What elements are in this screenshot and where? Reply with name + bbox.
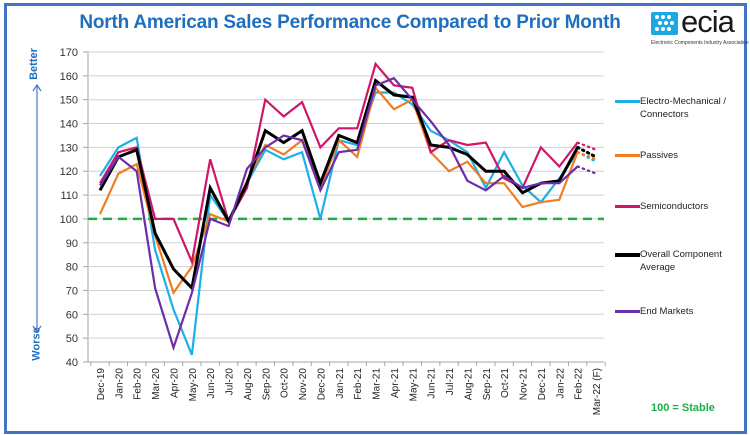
legend-swatch (615, 100, 640, 103)
y-tick-label: 50 (66, 333, 78, 345)
y-tick-label: 130 (60, 142, 78, 154)
legend-label: Overall Component Average (640, 249, 722, 273)
y-tick-label: 170 (60, 47, 78, 59)
ecia-logo-icon (651, 12, 678, 35)
legend-item: Passives (615, 149, 678, 162)
y-tick-label: 80 (66, 262, 78, 274)
x-tick-label: Oct-21 (500, 368, 511, 398)
chart-frame (4, 3, 747, 434)
y-tick-label: 140 (60, 119, 78, 131)
y-tick-label: 100 (60, 214, 78, 226)
series-overall-component-average (98, 78, 598, 292)
legend-label: Electro-Mechanical / Connectors (640, 96, 727, 120)
stable-note: 100 = Stable (651, 402, 715, 414)
y-tick-label: 120 (60, 166, 78, 178)
x-tick-label: Jul-21 (445, 368, 456, 396)
series-line (99, 76, 579, 352)
y-tick-label: 150 (60, 95, 78, 107)
y-tick-label: 70 (66, 285, 78, 297)
legend-item: Overall Component Average (615, 248, 722, 274)
series-line (99, 91, 579, 356)
ecia-logo-text: ecia (681, 4, 735, 39)
y-tick-label: 90 (66, 238, 78, 250)
x-tick-label: May-21 (408, 368, 419, 402)
x-tick-label: Sep-21 (482, 368, 493, 401)
ecia-logo-subtitle: Electronic Components Industry Associati… (651, 40, 749, 46)
y-tick-label: 60 (66, 309, 78, 321)
x-tick-label: Aug-20 (243, 368, 254, 401)
ecia-logo: ecia Electronic Components Industry Asso… (651, 4, 749, 50)
x-tick-label: Aug-21 (463, 368, 474, 401)
forecast-segment (576, 151, 598, 163)
forecast-segment (576, 151, 598, 161)
x-tick-label: Nov-20 (298, 368, 309, 401)
forecast-segment (576, 165, 598, 175)
series-line (99, 61, 579, 266)
forecast-segment (576, 145, 598, 159)
series-end-markets (99, 76, 598, 352)
x-tick-label: Dec-21 (537, 368, 548, 401)
x-tick-label: Mar-21 (372, 368, 383, 400)
x-tick-label: Mar-22 (F) (592, 368, 603, 415)
x-tick-label: Jun-21 (427, 368, 438, 399)
x-tick-label: Sep-20 (261, 368, 272, 401)
x-tick-label: Jun-20 (206, 368, 217, 399)
series-semiconductors (99, 61, 598, 266)
legend-swatch (615, 310, 640, 313)
legend-label: Semiconductors (640, 201, 709, 212)
y-tick-label: 160 (60, 71, 78, 83)
x-tick-label: Feb-21 (353, 368, 364, 400)
x-tick-label: Mar-20 (151, 368, 162, 400)
better-worse-arrow-icon (32, 83, 42, 334)
x-tick-label: Oct-20 (280, 368, 291, 398)
forecast-segment (576, 141, 598, 151)
x-tick-label: Jan-22 (555, 368, 566, 399)
x-tick-label: Feb-22 (574, 368, 585, 400)
series-electro-mechanical-connectors (99, 91, 598, 356)
x-tick-label: Feb-20 (133, 368, 144, 400)
x-tick-label: Dec-19 (96, 368, 107, 401)
y-tick-label: 40 (66, 357, 78, 369)
x-tick-label: Jan-21 (335, 368, 346, 399)
legend-item: Electro-Mechanical / Connectors (615, 95, 726, 121)
x-tick-label: Jul-20 (225, 368, 236, 396)
legend-swatch (615, 253, 640, 257)
legend-label: End Markets (640, 306, 694, 317)
legend-item: Semiconductors (615, 200, 708, 213)
y-tick-label: 110 (60, 190, 78, 202)
legend-item: End Markets (615, 305, 693, 318)
x-tick-label: Apr-21 (390, 368, 401, 398)
x-tick-label: Jan-20 (114, 368, 125, 399)
x-tick-label: Nov-21 (519, 368, 530, 401)
series-line (98, 85, 579, 296)
x-tick-label: Dec-20 (316, 368, 327, 401)
legend-swatch (615, 205, 640, 208)
x-tick-label: May-20 (188, 368, 199, 402)
legend-swatch (615, 154, 640, 157)
x-tick-label: Apr-20 (169, 368, 180, 398)
chart-title: North American Sales Performance Compare… (79, 12, 621, 33)
legend-label: Passives (640, 150, 679, 161)
